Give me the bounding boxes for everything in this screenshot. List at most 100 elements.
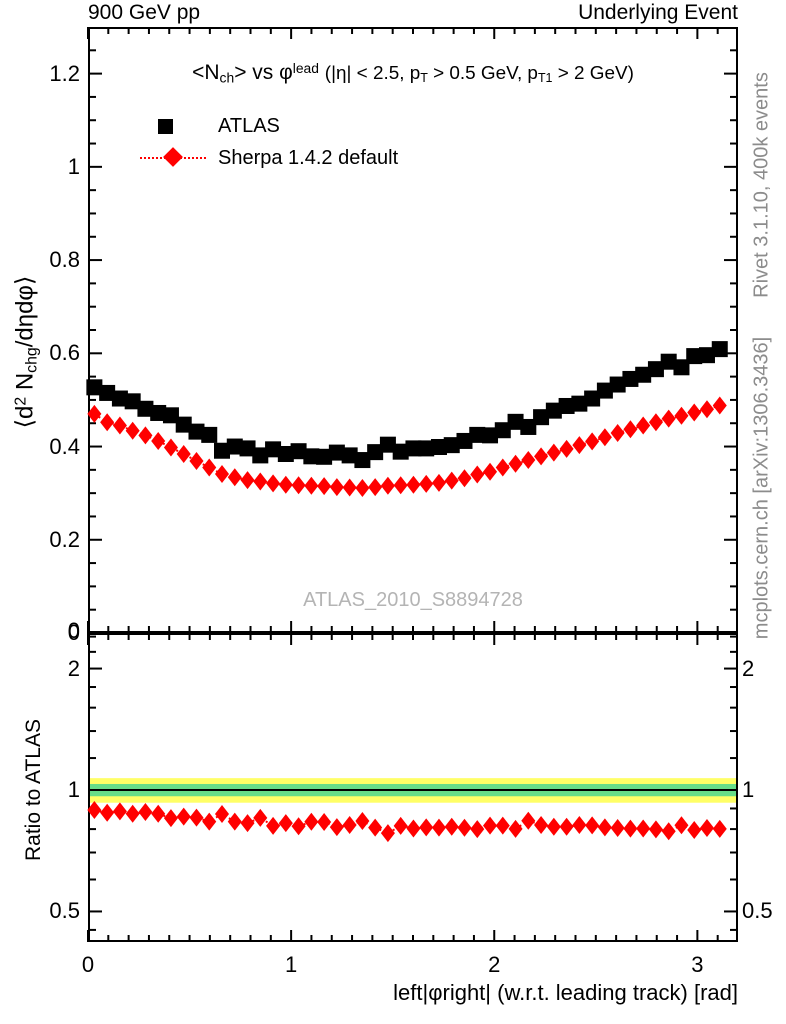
ratio-point-sherpa	[189, 808, 204, 827]
data-point-atlas	[545, 402, 562, 419]
ratio-point-sherpa	[227, 812, 242, 831]
ratio-point-sherpa	[163, 809, 178, 828]
data-point-sherpa	[597, 428, 612, 447]
data-point-sherpa	[87, 404, 102, 423]
data-point-atlas	[507, 413, 524, 430]
data-point-sherpa	[138, 426, 153, 445]
legend-entry-sherpa: Sherpa 1.4.2 default	[140, 142, 398, 174]
ratio-point-sherpa	[508, 819, 523, 838]
ratio-y-tick-label: 1	[67, 777, 80, 802]
data-point-sherpa	[393, 476, 408, 495]
x-tick-label: 3	[691, 952, 704, 977]
data-point-atlas	[392, 443, 409, 460]
ratio-point-sherpa	[457, 818, 472, 837]
ratio-y-tick-label: 2	[67, 655, 80, 681]
ratio-point-sherpa	[266, 816, 281, 835]
data-point-atlas	[214, 442, 231, 459]
data-point-atlas	[418, 440, 435, 457]
data-point-sherpa	[329, 478, 344, 497]
data-point-atlas	[647, 361, 664, 378]
data-point-sherpa	[278, 475, 293, 494]
data-point-sherpa	[483, 462, 498, 481]
analysis-watermark: ATLAS_2010_S8894728	[303, 589, 523, 611]
data-point-sherpa	[444, 471, 459, 490]
data-point-atlas	[188, 423, 205, 440]
data-point-sherpa	[406, 475, 421, 494]
data-point-sherpa	[151, 431, 166, 450]
data-point-atlas	[252, 447, 269, 464]
main-y-tick-label: 0.8	[49, 247, 80, 273]
ratio-point-sherpa	[278, 814, 293, 833]
data-point-atlas	[622, 370, 639, 387]
data-point-atlas	[635, 366, 652, 383]
data-point-atlas	[596, 382, 613, 399]
data-point-atlas	[290, 443, 307, 460]
ratio-y-tick-label-right: 1	[742, 777, 755, 802]
data-point-sherpa	[304, 476, 319, 495]
data-point-sherpa	[253, 472, 268, 491]
ratio-point-sherpa	[610, 819, 625, 838]
ratio-point-sherpa	[674, 816, 689, 835]
data-point-sherpa	[176, 444, 191, 463]
ratio-point-sherpa	[240, 814, 255, 833]
data-point-sherpa	[648, 413, 663, 432]
ratio-point-sherpa	[623, 819, 638, 838]
data-point-sherpa	[125, 421, 140, 440]
ratio-point-sherpa	[291, 817, 306, 836]
ratio-point-sherpa	[112, 802, 127, 821]
data-point-sherpa	[623, 420, 638, 439]
ratio-point-sherpa	[317, 813, 332, 832]
ratio-point-sherpa	[699, 819, 715, 838]
data-point-sherpa	[112, 416, 127, 435]
data-point-sherpa	[163, 438, 178, 457]
data-point-atlas	[494, 422, 511, 439]
data-point-sherpa	[610, 424, 625, 443]
data-point-sherpa	[687, 403, 702, 422]
legend: ATLAS Sherpa 1.4.2 default	[140, 110, 398, 174]
data-point-atlas	[660, 353, 677, 370]
ratio-point-sherpa	[253, 808, 268, 827]
ratio-point-sherpa	[214, 805, 230, 824]
ratio-point-sherpa	[687, 820, 702, 839]
data-point-sherpa	[636, 416, 651, 435]
ratio-y-tick-label: 0.5	[49, 898, 80, 924]
ratio-point-sherpa	[304, 812, 319, 831]
data-point-atlas	[379, 436, 396, 453]
data-point-atlas	[265, 441, 282, 458]
ratio-point-sherpa	[444, 817, 459, 836]
x-tick-label: 0	[81, 952, 95, 977]
ratio-point-sherpa	[87, 801, 102, 820]
ratio-point-sherpa	[368, 818, 383, 837]
data-point-atlas	[316, 448, 333, 465]
data-point-sherpa	[202, 458, 217, 477]
ratio-point-sherpa	[419, 818, 434, 837]
data-point-sherpa	[100, 413, 115, 432]
data-point-sherpa	[214, 465, 230, 484]
data-point-sherpa	[355, 479, 370, 498]
ratio-point-sherpa	[495, 816, 510, 835]
ratio-point-sherpa	[636, 819, 651, 838]
ratio-point-sherpa	[521, 811, 536, 830]
ratio-point-sherpa	[393, 816, 408, 835]
data-point-atlas	[405, 440, 422, 457]
data-point-atlas	[456, 432, 473, 449]
data-point-sherpa	[317, 477, 332, 496]
data-point-atlas	[328, 444, 345, 461]
data-point-sherpa	[534, 447, 549, 466]
data-point-sherpa	[585, 432, 600, 451]
data-point-atlas	[162, 407, 179, 424]
data-point-sherpa	[189, 451, 204, 470]
ratio-point-sherpa	[138, 803, 153, 822]
data-point-sherpa	[572, 436, 587, 455]
data-point-atlas	[277, 445, 294, 462]
main-y-tick-label-zero: 0	[67, 618, 80, 643]
data-point-atlas	[673, 359, 690, 376]
main-y-tick-label: 0.2	[49, 526, 80, 552]
ratio-point-sherpa	[546, 817, 561, 836]
header-analysis-label: Underlying Event	[578, 1, 738, 24]
data-point-atlas	[367, 444, 384, 461]
data-point-sherpa	[470, 465, 485, 484]
data-point-atlas	[303, 448, 320, 465]
